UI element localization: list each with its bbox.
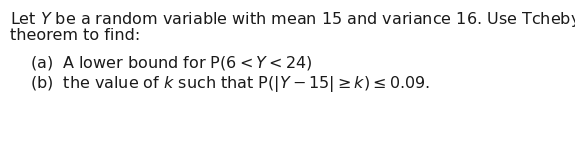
Text: (b)  the value of $k$ such that P$(|Y - 15| \geq k) \leq 0.09$.: (b) the value of $k$ such that P$(|Y - 1…	[30, 74, 430, 94]
Text: theorem to find:: theorem to find:	[10, 28, 140, 43]
Text: Let $Y$ be a random variable with mean 15 and variance 16. Use Tchebysheff’s: Let $Y$ be a random variable with mean 1…	[10, 10, 575, 29]
Text: (a)  A lower bound for P$(6 < Y < 24)$: (a) A lower bound for P$(6 < Y < 24)$	[30, 54, 312, 72]
